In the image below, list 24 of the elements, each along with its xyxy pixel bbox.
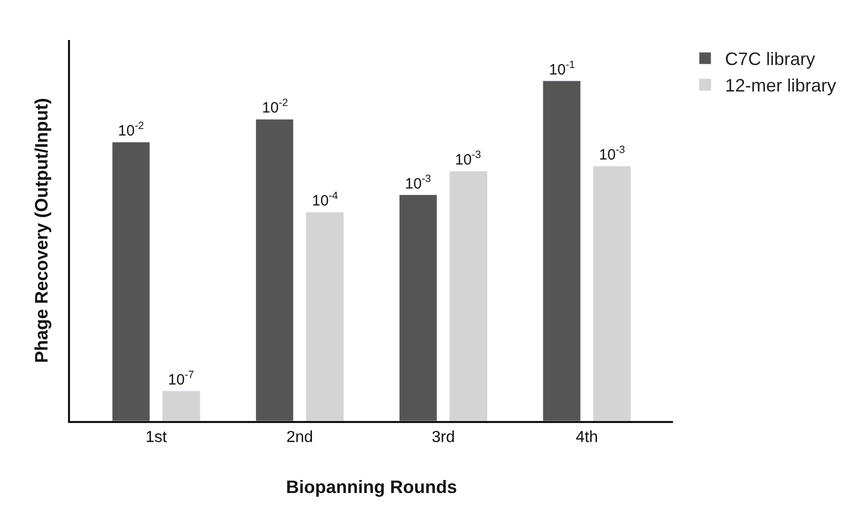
x-tick-label: 3rd [432, 429, 455, 446]
legend-label: C7C library [725, 49, 816, 70]
x-axis-title: Biopanning Rounds [286, 476, 457, 497]
text: 10$^{-1}$ [549, 59, 576, 78]
y-axis-title: Phage Recovery (Output/Input) [32, 98, 52, 364]
bar [162, 390, 200, 421]
bar [256, 119, 294, 421]
annotation: 10$^{-2}$ [262, 97, 288, 116]
bar [542, 80, 581, 421]
bar [112, 142, 150, 421]
annotation: 10$^{-7}$ [168, 369, 194, 388]
annotation: 10$^{-3}$ [455, 149, 482, 168]
bar [592, 166, 632, 421]
x-tick-label: 4th [576, 429, 598, 446]
annotation: 10$^{-2}$ [118, 120, 144, 140]
annotation: 10$^{-3}$ [405, 173, 432, 192]
x-tick-label: 1st [145, 429, 168, 446]
x-tick-label: 2nd [286, 429, 314, 446]
annotation: 10$^{-3}$ [599, 144, 626, 164]
annotation: 10$^{-4}$ [312, 190, 338, 210]
bar [399, 194, 438, 421]
bar [449, 171, 488, 421]
bar [306, 212, 344, 421]
legend-label: 12-mer library [725, 76, 836, 96]
